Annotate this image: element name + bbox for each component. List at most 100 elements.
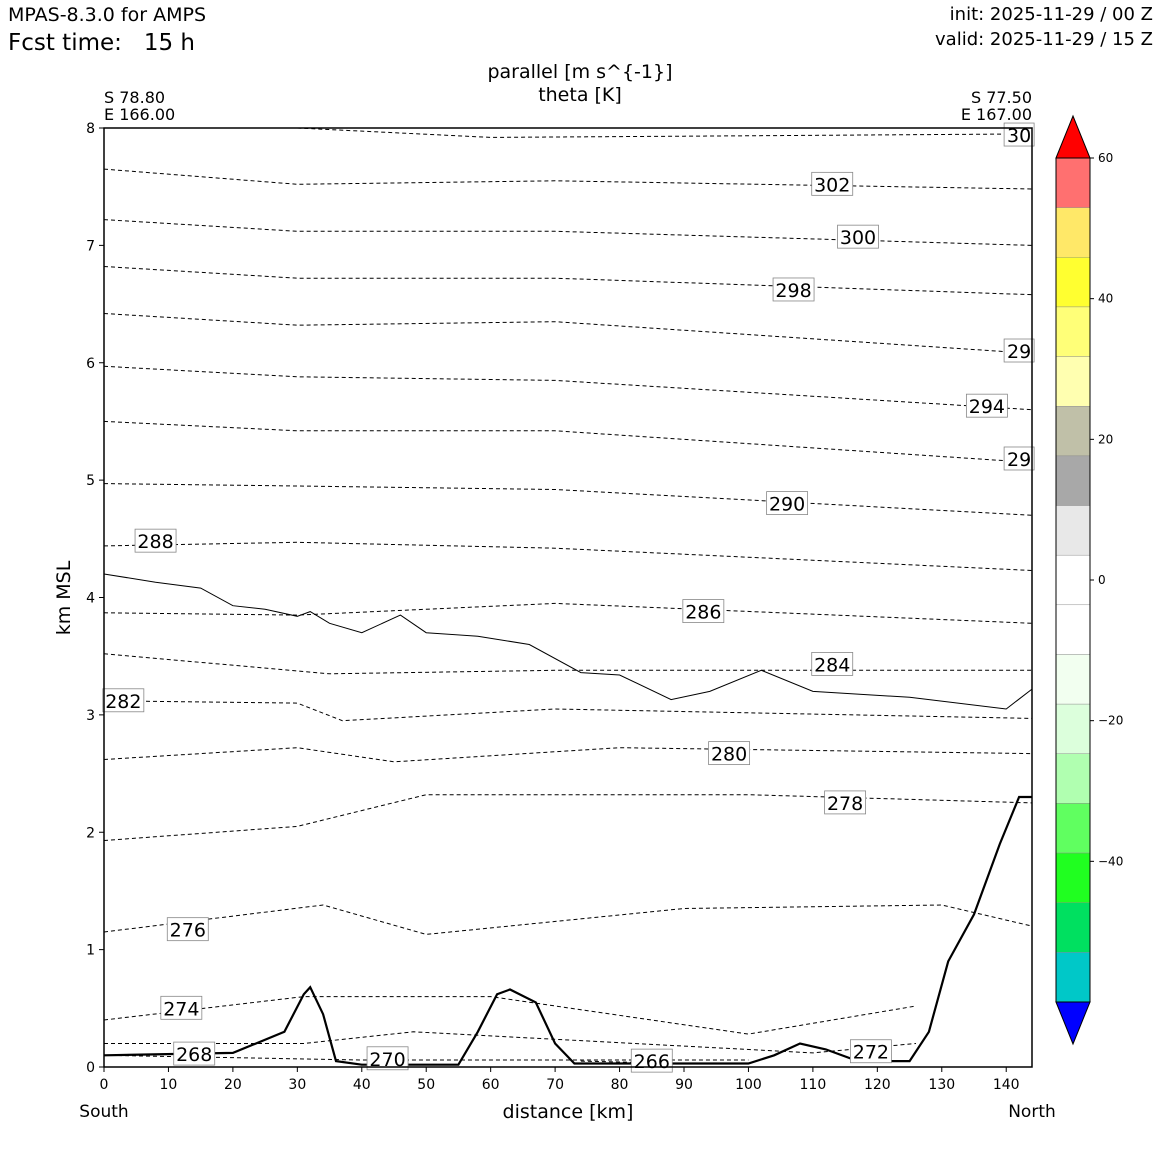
x-tick-label: 110 — [800, 1077, 827, 1093]
plot-frame — [103, 127, 1033, 1068]
theta-contour-288 — [103, 541, 1033, 571]
colorbar-level — [1055, 604, 1091, 655]
theta-contour-286 — [103, 602, 1033, 624]
theta-contour-292 — [103, 420, 1033, 463]
x-tick-label: 80 — [611, 1077, 629, 1093]
colorbar-tick-label: −20 — [1098, 714, 1123, 728]
x-tick-label: 20 — [224, 1077, 242, 1093]
theta-label-272: 272 — [849, 1039, 892, 1064]
theta-label-text: 302 — [814, 174, 850, 196]
colorbar-level — [1055, 803, 1091, 854]
colorbar: 60 40 20 0 −20 −40 — [1055, 114, 1123, 1046]
y-tick-label: 2 — [86, 825, 95, 841]
theta-contour-274 — [103, 996, 917, 1035]
theta-label-276: 276 — [166, 917, 209, 942]
theta-label-278: 278 — [824, 790, 867, 815]
chart-title-line2: theta [K] — [538, 84, 622, 106]
start-lon: E 166.00 — [104, 105, 175, 124]
theta-label-text: 276 — [170, 920, 206, 942]
theta-label-298: 298 — [772, 277, 815, 302]
theta-label-text: 286 — [685, 602, 721, 624]
theta-label-text: 278 — [827, 793, 863, 815]
theta-label-292: 29 — [1003, 446, 1035, 471]
north-label: North — [1008, 1102, 1056, 1122]
x-axis-label: distance [km] — [503, 1101, 634, 1123]
theta-contour-304 — [297, 127, 1033, 138]
colorbar-tick-label: 60 — [1098, 151, 1113, 165]
theta-label-288: 288 — [134, 528, 177, 553]
theta-label-text: 298 — [775, 280, 811, 302]
theta-label-282: 282 — [102, 688, 145, 713]
theta-label-text: 268 — [176, 1044, 212, 1066]
terrain-line — [103, 795, 1032, 1066]
theta-contour-300 — [103, 219, 1033, 246]
theta-label-266: 266 — [630, 1048, 673, 1073]
x-tick-label: 30 — [288, 1077, 306, 1093]
theta-label-text: 29 — [1007, 449, 1031, 471]
forecast-time-label: Fcst time: — [8, 30, 122, 56]
theta-label-box — [1003, 338, 1035, 363]
theta-contour-272 — [104, 1031, 917, 1054]
colorbar-level — [1055, 157, 1091, 208]
theta-label-box — [965, 393, 1008, 418]
theta-label-box — [811, 652, 854, 676]
colorbar-level — [1055, 505, 1091, 556]
x-tick-label: 10 — [160, 1077, 178, 1093]
theta-label-box — [772, 277, 815, 302]
colorbar-level — [1055, 902, 1091, 953]
theta-label-box — [102, 688, 145, 713]
x-tick-label: 60 — [482, 1077, 500, 1093]
south-label: South — [79, 1102, 128, 1122]
theta-contour-268 — [580, 1060, 633, 1063]
colorbar-level — [1055, 356, 1091, 407]
x-axis: 0 10 20 30 40 50 60 70 80 90 100 110 120 130 140 — [100, 1067, 1020, 1093]
colorbar-level — [1055, 554, 1091, 606]
model-title: MPAS-8.3.0 for AMPS — [8, 4, 207, 26]
x-tick-label: 0 — [100, 1077, 109, 1093]
terrain-layer — [103, 795, 1032, 1066]
theta-label-268: 268 — [173, 1041, 216, 1066]
theta-label-270: 270 — [366, 1046, 409, 1071]
wind-zero-contour — [103, 573, 1033, 710]
theta-contour-296 — [103, 313, 1033, 354]
colorbar-level — [1055, 257, 1091, 308]
theta-label-box — [766, 491, 809, 516]
theta-contour-280 — [103, 747, 1033, 763]
y-tick-label: 0 — [86, 1060, 95, 1076]
colorbar-level — [1055, 455, 1091, 506]
y-tick-label: 4 — [86, 591, 95, 607]
x-tick-label: 90 — [675, 1077, 693, 1093]
colorbar-level — [1055, 703, 1091, 754]
theta-label-296: 29 — [1003, 338, 1035, 363]
theta-label-text: 30 — [1007, 125, 1031, 147]
theta-contour-layer — [103, 127, 1033, 1064]
theta-label-box — [166, 917, 209, 942]
forecast-time-value: 15 h — [143, 30, 195, 56]
colorbar-level — [1055, 207, 1091, 258]
theta-contour-298 — [103, 266, 1033, 296]
x-tick-label: 140 — [993, 1077, 1020, 1093]
theta-label-text: 29 — [1007, 341, 1031, 363]
theta-label-box — [849, 1039, 892, 1064]
theta-label-text: 290 — [769, 494, 805, 516]
forecast-time: Fcst time: 15 h — [8, 30, 195, 56]
theta-label-box — [134, 528, 177, 553]
theta-contour-294 — [103, 365, 1033, 411]
x-tick-label: 100 — [735, 1077, 762, 1093]
y-axis-label: km MSL — [53, 560, 75, 635]
theta-label-286: 286 — [682, 599, 725, 624]
theta-label-box — [1003, 446, 1035, 471]
theta-label-text: 284 — [814, 654, 850, 676]
theta-label-294: 294 — [965, 393, 1008, 418]
colorbar-level — [1055, 306, 1091, 357]
theta-label-text: 266 — [634, 1051, 670, 1073]
theta-contour-302 — [103, 168, 1033, 190]
y-tick-label: 7 — [86, 238, 95, 254]
colorbar-level — [1055, 406, 1091, 457]
theta-label-box — [682, 599, 725, 623]
end-lon: E 167.00 — [961, 105, 1032, 124]
theta-label-302: 302 — [811, 171, 854, 196]
theta-label-box — [366, 1046, 409, 1071]
theta-label-text: 282 — [105, 691, 141, 713]
